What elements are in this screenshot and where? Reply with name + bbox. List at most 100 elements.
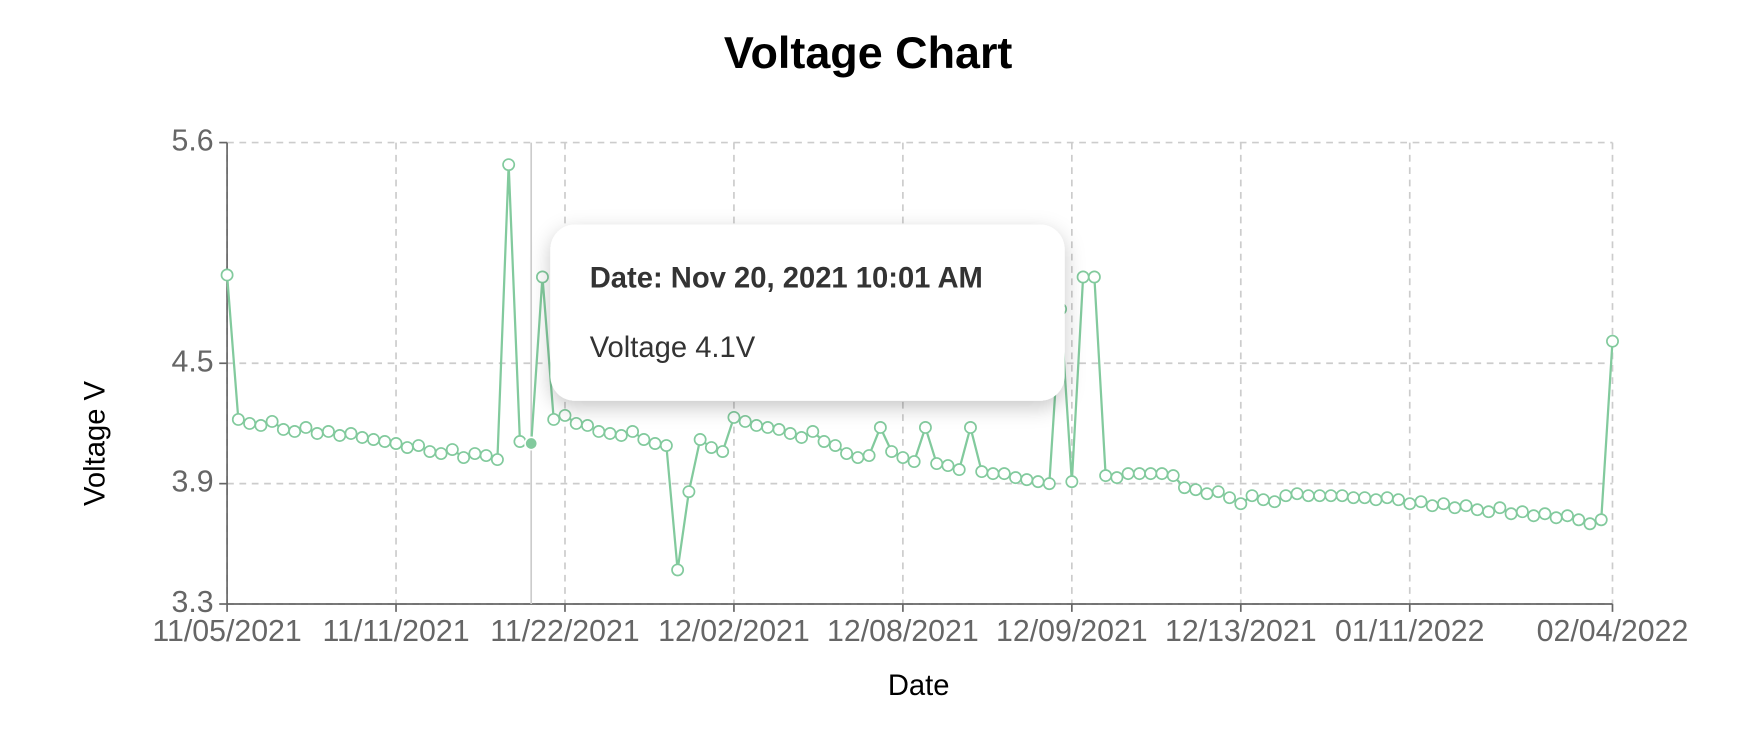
data-dot <box>1200 487 1214 501</box>
data-dot <box>1031 475 1045 489</box>
data-dot <box>659 439 673 452</box>
x-tick-label: 11/22/2021 <box>490 615 639 648</box>
data-dot <box>479 449 493 463</box>
data-dot <box>310 427 324 440</box>
data-dot <box>761 421 775 434</box>
data-dot <box>986 467 1000 481</box>
y-tick-label: 3.3 <box>171 586 213 619</box>
data-dot <box>423 445 437 458</box>
data-dot <box>400 441 414 454</box>
x-tick-label: 02/04/2022 <box>1537 615 1689 648</box>
data-dot <box>1324 489 1338 503</box>
data-dot <box>1256 493 1270 507</box>
data-dot <box>592 425 606 438</box>
data-dot <box>997 467 1011 481</box>
data-dot <box>1583 517 1597 531</box>
data-dot <box>851 451 865 465</box>
tooltip-box <box>550 224 1065 401</box>
data-dot <box>1245 489 1259 503</box>
data-dot <box>862 449 876 463</box>
data-dot <box>1437 497 1450 511</box>
data-dot <box>941 459 955 473</box>
data-dot <box>1099 469 1113 483</box>
data-dot <box>355 431 369 444</box>
data-dot <box>682 485 696 499</box>
data-dot <box>1493 501 1507 515</box>
data-dot <box>806 425 820 438</box>
data-dot <box>231 412 245 426</box>
data-dot <box>344 427 358 440</box>
data-dot <box>1279 489 1293 503</box>
data-dot <box>490 453 504 467</box>
data-dot <box>1087 270 1101 284</box>
data-dot <box>321 425 335 438</box>
data-dot <box>704 441 718 454</box>
data-dot <box>1009 471 1022 485</box>
data-dot <box>581 419 594 432</box>
data-dot <box>513 435 527 448</box>
data-dot <box>1268 495 1282 509</box>
data-dot <box>1369 493 1383 507</box>
active-dot <box>524 436 539 451</box>
data-dot <box>1482 505 1496 519</box>
data-dot <box>1459 499 1473 513</box>
data-dot <box>445 443 459 456</box>
data-dot <box>952 463 966 477</box>
data-dot <box>299 421 313 434</box>
axes: 3.3 3.9 4.5 5.6 11/05/2021 11/11/2021 11/22/20… <box>152 125 1688 649</box>
tooltip-layer: Date: Nov 20, 2021 10:01 AM Voltage 4.1V <box>550 224 1065 401</box>
data-dot <box>637 433 651 446</box>
data-dot <box>1403 497 1417 511</box>
data-dot <box>772 423 786 436</box>
data-dot <box>795 431 808 444</box>
data-dot <box>885 445 899 458</box>
data-dot <box>907 455 921 469</box>
data-dot <box>1549 511 1563 525</box>
data-dot <box>1110 471 1124 485</box>
data-dot <box>378 435 392 448</box>
x-tick-label: 12/02/2021 <box>658 615 810 648</box>
data-dot <box>536 270 549 284</box>
data-dot <box>457 451 471 465</box>
data-dot <box>434 447 448 461</box>
data-dot <box>1504 507 1518 521</box>
data-dot <box>738 414 752 428</box>
data-dot <box>1358 491 1372 505</box>
data-dot <box>1414 495 1428 509</box>
data-dot <box>1178 481 1191 495</box>
y-tick-label: 4.5 <box>171 345 213 378</box>
data-dot <box>1560 509 1574 523</box>
data-dot <box>1380 491 1394 505</box>
data-dot <box>1515 505 1529 519</box>
data-dot <box>840 447 854 461</box>
data-dot <box>468 447 482 461</box>
data-dot <box>569 416 583 430</box>
data-dot <box>254 419 268 432</box>
tooltip-title: Date: Nov 20, 2021 10:01 AM <box>590 262 983 294</box>
data-dot <box>265 414 279 428</box>
x-tick-label: 11/05/2021 <box>152 615 301 648</box>
data-dot <box>716 445 730 458</box>
data-dot <box>918 421 932 434</box>
data-dot <box>243 416 257 430</box>
data-dot <box>1335 489 1349 503</box>
data-dot <box>1166 469 1180 483</box>
data-dot <box>1301 489 1315 503</box>
data-dot <box>276 423 290 436</box>
data-dot <box>367 433 380 446</box>
data-dot <box>1470 503 1484 517</box>
data-dot <box>603 427 617 440</box>
data-dot <box>1223 491 1236 505</box>
data-dot <box>1313 489 1327 503</box>
data-dot <box>671 563 685 577</box>
x-axis-title: Date <box>888 670 950 702</box>
data-dot <box>412 439 426 452</box>
data-dot <box>333 429 347 442</box>
x-tick-label: 01/11/2022 <box>1335 615 1484 648</box>
tooltip-text: Voltage 4.1V <box>590 332 756 364</box>
data-dot <box>930 457 944 471</box>
data-dot <box>1155 467 1169 481</box>
data-dot <box>614 429 628 442</box>
